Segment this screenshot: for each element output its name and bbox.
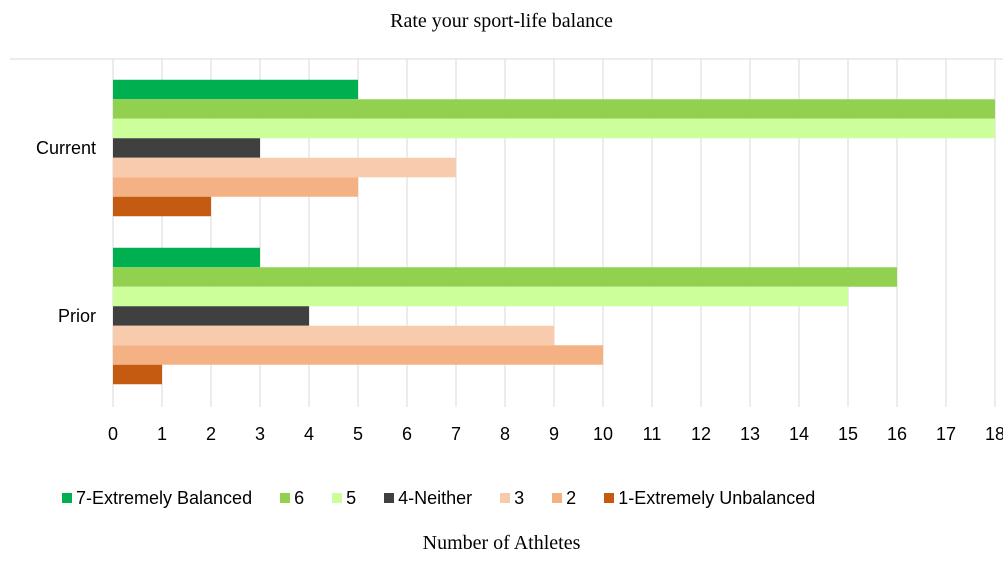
category-label-prior: Prior	[58, 306, 96, 326]
legend-item: 1-Extremely Unbalanced	[604, 488, 815, 509]
x-tick-label: 15	[838, 424, 858, 444]
x-tick-label: 3	[255, 424, 265, 444]
x-tick-label: 17	[936, 424, 956, 444]
legend-item: 5	[332, 488, 356, 509]
bar-current-series-2	[113, 99, 995, 119]
x-tick-label: 8	[500, 424, 510, 444]
x-tick-label: 4	[304, 424, 314, 444]
legend-label: 4-Neither	[398, 487, 473, 508]
x-tick-label: 1	[157, 424, 167, 444]
bar-prior-series-6	[113, 345, 603, 365]
x-tick-label: 0	[108, 424, 118, 444]
legend-swatch	[280, 493, 291, 503]
chart-title: Rate your sport-life balance	[390, 10, 613, 32]
legend-label: 3	[514, 487, 525, 508]
legend-label: 5	[346, 487, 357, 508]
bar-prior-series-7	[113, 364, 162, 385]
x-tick-label: 5	[353, 424, 363, 444]
x-tick-label: 2	[206, 424, 216, 444]
legend-label: 6	[294, 487, 305, 508]
legend-item: 6	[280, 488, 304, 509]
x-axis-title: Number of Athletes	[422, 532, 581, 554]
bars	[113, 79, 995, 385]
bar-current-series-1	[113, 79, 358, 100]
bar-prior-series-5	[113, 325, 554, 346]
legend-label: 7-Extremely Balanced	[76, 487, 253, 508]
legend: 7-Extremely Balanced 6 5 4-Neither 3 2 1-Extre…	[62, 486, 815, 510]
legend-swatch	[332, 493, 343, 503]
bar-current-series-4	[113, 138, 260, 158]
x-tick-label: 11	[643, 424, 662, 444]
legend-swatch	[62, 493, 72, 503]
bar-prior-series-4	[113, 306, 309, 326]
x-tick-label: 16	[887, 424, 907, 444]
legend-swatch	[552, 493, 563, 503]
y-axis-categories: Current Prior	[36, 138, 96, 326]
bar-prior-series-2	[113, 267, 897, 287]
legend-label: 2	[566, 487, 577, 508]
x-tick-label: 9	[549, 424, 559, 444]
bar-current-series-3	[113, 118, 995, 139]
x-tick-label: 18	[985, 424, 1003, 444]
legend-swatch	[604, 493, 615, 503]
x-tick-label: 14	[789, 424, 809, 444]
legend-item: 3	[500, 488, 524, 509]
bar-prior-series-1	[113, 247, 260, 268]
legend-swatch	[384, 493, 395, 503]
x-tick-label: 12	[691, 424, 711, 444]
x-tick-label: 6	[402, 424, 412, 444]
x-tick-label: 10	[593, 424, 613, 444]
bar-current-series-6	[113, 177, 358, 197]
category-label-current: Current	[36, 138, 96, 158]
legend-item: 2	[552, 488, 576, 509]
bar-prior-series-3	[113, 286, 848, 307]
legend-swatch	[500, 493, 511, 503]
legend-item: 7-Extremely Balanced	[62, 488, 252, 509]
x-axis-ticks: 0 1 2 3 4 5 6 7 8 9 10 11 12 13 14 15 16 17 18	[108, 424, 1003, 444]
bar-current-series-5	[113, 157, 456, 178]
bar-current-series-7	[113, 196, 211, 217]
x-tick-label: 7	[451, 424, 461, 444]
legend-label: 1-Extremely Unbalanced	[618, 487, 816, 508]
x-tick-label: 13	[740, 424, 760, 444]
legend-item: 4-Neither	[384, 488, 472, 509]
